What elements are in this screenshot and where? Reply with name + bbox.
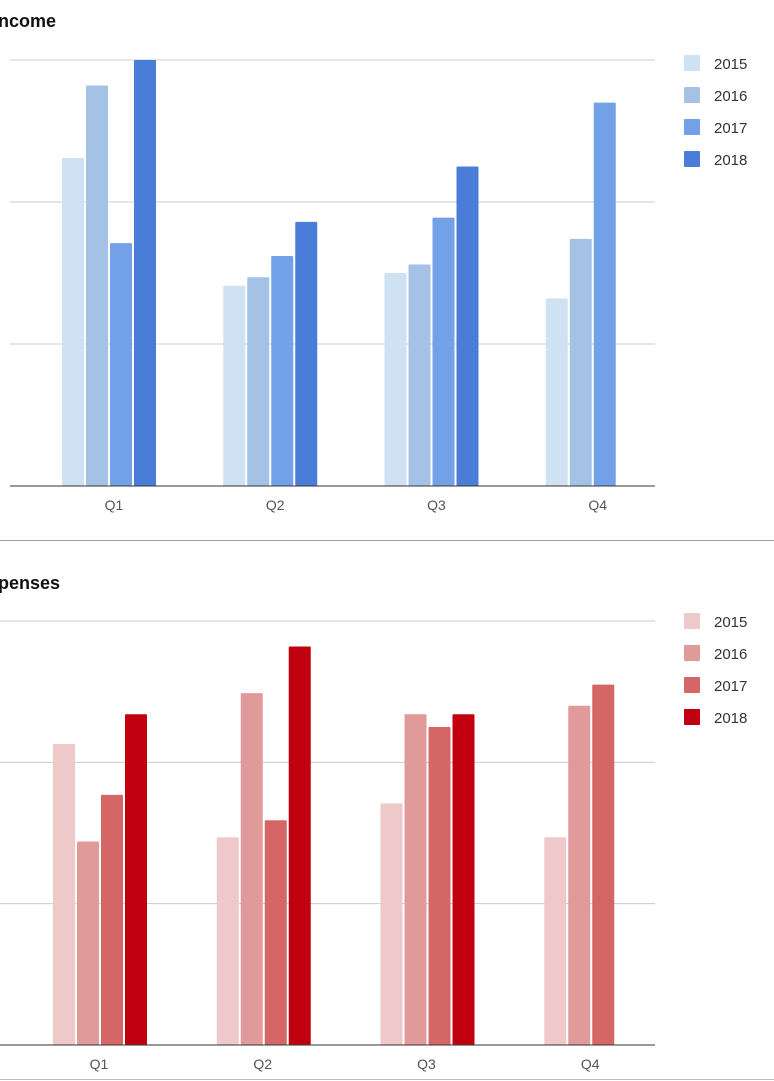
- expenses-chart-panel: penses Q1 Q2 Q3 Q4 2015 2016 2017 2018: [0, 541, 774, 1081]
- chart-divider: [0, 540, 774, 541]
- income-tick-label-Q2: Q2: [266, 497, 285, 513]
- expenses-bar-2015-Q2: [216, 837, 239, 1045]
- income-chart-title: ncome: [0, 11, 57, 31]
- income-tick-label-Q1: Q1: [105, 497, 124, 513]
- income-bar-2015-Q4: [545, 298, 568, 486]
- expenses-chart: Q1 Q2 Q3 Q4 2015 2016 2017 2018: [0, 613, 747, 1072]
- income-bar-2017-Q2: [271, 255, 294, 486]
- expenses-legend-label-2015: 2015: [714, 614, 747, 631]
- income-chart: Q1 Q2 Q3 Q4 2015 2016 2017 2018: [10, 55, 747, 513]
- expenses-bar-2017-Q3: [428, 727, 451, 1045]
- expenses-bar-2018-Q3: [452, 714, 475, 1045]
- expenses-legend-swatch-2018: [684, 709, 700, 725]
- income-legend-swatch-2015: [684, 55, 700, 71]
- expenses-legend-label-2018: 2018: [714, 710, 747, 727]
- income-bar-2015-Q3: [384, 273, 407, 486]
- expenses-tick-label-Q3: Q3: [417, 1056, 436, 1072]
- income-legend-swatch-2018: [684, 151, 700, 167]
- expenses-legend-swatch-2017: [684, 677, 700, 693]
- income-tick-label-Q3: Q3: [427, 497, 446, 513]
- income-bar-2017-Q4: [593, 102, 616, 486]
- income-legend-label-2017: 2017: [714, 120, 747, 137]
- income-bar-2018-Q2: [295, 221, 318, 486]
- expenses-bar-2015-Q4: [544, 837, 567, 1045]
- income-chart-panel: ncome Q1 Q2 Q3 Q4 2015 2016 2017 2018: [0, 11, 747, 513]
- expenses-bar-2017-Q1: [101, 794, 123, 1045]
- income-bar-2016-Q2: [247, 277, 270, 486]
- expenses-bar-2016-Q3: [404, 714, 427, 1045]
- expenses-chart-title: penses: [0, 573, 61, 593]
- expenses-legend-swatch-2015: [684, 613, 700, 629]
- expenses-bar-2017-Q4: [592, 684, 615, 1045]
- expenses-legend-label-2016: 2016: [714, 646, 747, 663]
- bottom-border: [0, 1079, 774, 1080]
- income-bar-2017-Q1: [110, 243, 132, 486]
- income-bar-2015-Q2: [223, 285, 246, 486]
- income-bar-2016-Q3: [408, 264, 431, 486]
- expenses-bar-2015-Q3: [380, 803, 403, 1045]
- income-bar-2017-Q3: [432, 217, 455, 486]
- income-legend-label-2018: 2018: [714, 152, 747, 169]
- expenses-bar-2015-Q1: [53, 743, 75, 1045]
- income-legend-swatch-2017: [684, 119, 700, 135]
- expenses-bar-2016-Q4: [568, 705, 591, 1045]
- income-bar-2016-Q4: [569, 238, 592, 486]
- income-bar-2018-Q1: [134, 60, 156, 486]
- expenses-bar-2018-Q2: [288, 646, 311, 1045]
- income-bar-2016-Q1: [86, 85, 108, 486]
- income-bar-2015-Q1: [62, 157, 84, 487]
- expenses-tick-label-Q4: Q4: [581, 1056, 600, 1072]
- income-legend-label-2015: 2015: [714, 56, 747, 73]
- expenses-bar-2016-Q2: [240, 693, 263, 1045]
- expenses-legend-label-2017: 2017: [714, 678, 747, 695]
- income-legend-label-2016: 2016: [714, 88, 747, 105]
- expenses-tick-label-Q1: Q1: [90, 1056, 109, 1072]
- expenses-bar-2016-Q1: [77, 841, 99, 1045]
- expenses-tick-label-Q2: Q2: [253, 1056, 272, 1072]
- income-legend-swatch-2016: [684, 87, 700, 103]
- income-tick-label-Q4: Q4: [588, 497, 607, 513]
- expenses-bar-2018-Q1: [125, 714, 147, 1045]
- income-bar-2018-Q3: [456, 166, 479, 486]
- expenses-bar-2017-Q2: [264, 820, 287, 1045]
- expenses-legend-swatch-2016: [684, 645, 700, 661]
